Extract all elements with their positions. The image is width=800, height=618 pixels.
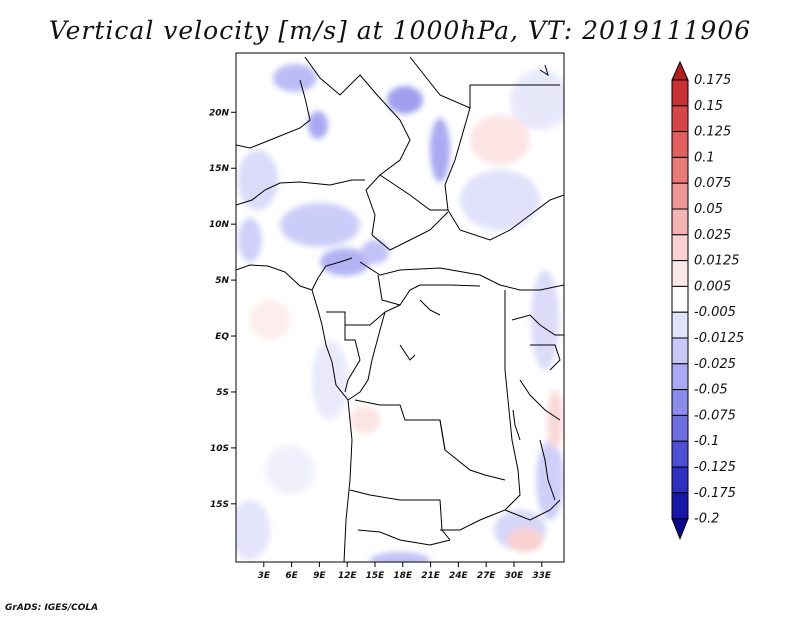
colorbar-bin bbox=[671, 182, 689, 210]
colorbar-bin bbox=[671, 234, 689, 262]
colorbar-label: -0.2 bbox=[694, 512, 719, 527]
lon-tick-label: 33E bbox=[532, 571, 552, 581]
lon-tick-label: 30E bbox=[505, 571, 525, 581]
lat-tick-label: 15S bbox=[210, 500, 229, 510]
colorbar-label: 0.1 bbox=[694, 150, 715, 165]
lat-tick-label: 15N bbox=[209, 164, 230, 174]
lon-tick-label: 15E bbox=[366, 571, 386, 581]
lat-axis: 20N 15N 10N 5N EQ 5S 10S 15S bbox=[209, 108, 236, 510]
colorbar-label: -0.075 bbox=[694, 408, 736, 423]
colorbar-label: -0.0125 bbox=[694, 331, 744, 346]
map-frame bbox=[235, 52, 565, 563]
colorbar-label: 0.075 bbox=[694, 176, 731, 191]
colorbar-bin bbox=[671, 389, 689, 416]
lon-tick-label: 3E bbox=[258, 571, 271, 581]
colorbar-bin bbox=[671, 337, 689, 365]
colorbar-label: 0.025 bbox=[694, 228, 731, 243]
colorbar: 0.175 0.15 0.125 0.1 0.075 0.05 0.025 0.0125 0.0… bbox=[671, 60, 744, 540]
colorbar-label: -0.1 bbox=[694, 434, 719, 449]
lon-axis: 3E 6E 9E 12E 15E 18E 21E 24E 27E 30E 33E bbox=[258, 562, 552, 581]
lat-tick-label: 10N bbox=[209, 220, 230, 230]
colorbar-bin bbox=[671, 105, 689, 133]
lat-tick-label: 5N bbox=[215, 276, 229, 286]
colorbar-label: -0.125 bbox=[694, 460, 736, 475]
colorbar-label: 0.175 bbox=[694, 73, 731, 88]
colorbar-top-arrow bbox=[671, 60, 689, 81]
colorbar-bin bbox=[671, 414, 689, 442]
colorbar-bottom-arrow bbox=[671, 518, 689, 540]
colorbar-label: -0.025 bbox=[694, 357, 736, 372]
lon-tick-label: 24E bbox=[449, 571, 469, 581]
colorbar-bin bbox=[671, 79, 689, 107]
colorbar-bin bbox=[671, 131, 689, 158]
colorbar-bin bbox=[671, 311, 689, 339]
footer-credit: GrADS: IGES/COLA bbox=[5, 603, 99, 613]
lon-tick-label: 18E bbox=[393, 571, 413, 581]
colorbar-label: 0.05 bbox=[694, 202, 723, 217]
lon-tick-label: 12E bbox=[338, 571, 358, 581]
lon-tick-label: 6E bbox=[285, 571, 298, 581]
colorbar-bin bbox=[671, 260, 689, 287]
lat-tick-label: 5S bbox=[216, 388, 229, 398]
lon-tick-label: 21E bbox=[421, 571, 441, 581]
colorbar-bin bbox=[671, 440, 689, 468]
colorbar-bin bbox=[671, 285, 689, 313]
colorbar-label: 0.125 bbox=[694, 125, 731, 140]
colorbar-label: -0.05 bbox=[694, 383, 728, 398]
lat-tick-label: EQ bbox=[215, 332, 229, 342]
colorbar-label: 0.005 bbox=[694, 279, 731, 294]
colorbar-label: -0.175 bbox=[694, 486, 736, 501]
colorbar-bin bbox=[671, 466, 689, 494]
colorbar-bin bbox=[671, 492, 689, 520]
velocity-field bbox=[236, 53, 564, 562]
colorbar-label: 0.0125 bbox=[694, 254, 740, 269]
lon-tick-label: 9E bbox=[313, 571, 326, 581]
colorbar-label: 0.15 bbox=[694, 99, 723, 114]
colorbar-bin bbox=[671, 156, 689, 184]
colorbar-bin bbox=[671, 208, 689, 236]
colorbar-bin bbox=[671, 363, 689, 391]
chart-title: Vertical velocity [m/s] at 1000hPa, VT: … bbox=[48, 16, 752, 45]
lat-tick-label: 20N bbox=[209, 108, 230, 118]
borders bbox=[236, 56, 564, 562]
colorbar-label: -0.005 bbox=[694, 305, 736, 320]
lon-tick-label: 27E bbox=[477, 571, 497, 581]
lat-tick-label: 10S bbox=[210, 444, 229, 454]
